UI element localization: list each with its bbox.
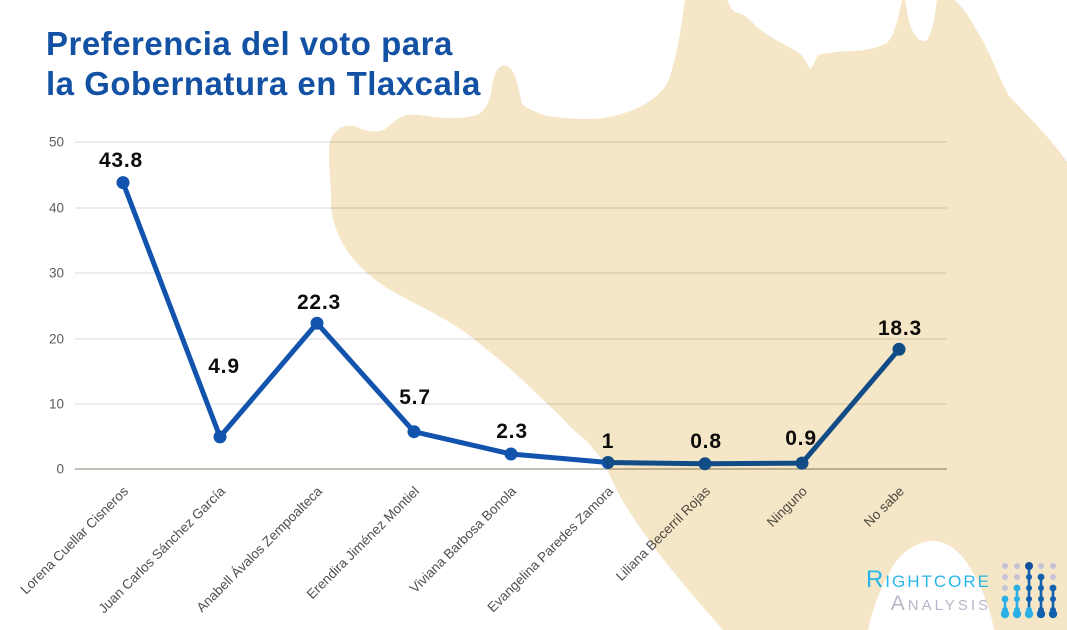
- x-category-label: Liliana Becerril Rojas: [613, 483, 713, 583]
- data-point-label: 22.3: [297, 291, 341, 314]
- x-category-label: No sabe: [861, 484, 907, 530]
- data-point-label: 1: [602, 430, 614, 453]
- brand-name: Rightcore: [865, 566, 991, 594]
- x-category-label: Lorena Cuellar Cisneros: [18, 483, 132, 597]
- y-tick-label: 0: [56, 462, 64, 477]
- dot-matrix-chart-icon: [1000, 562, 1058, 619]
- map-shape-path: [329, 0, 1067, 630]
- brand-subtitle: Analysis: [890, 591, 991, 615]
- data-point-marker: [116, 176, 130, 190]
- data-point-marker: [407, 425, 421, 439]
- data-point-markers: [116, 176, 906, 471]
- data-point-label: 18.3: [878, 317, 922, 340]
- data-point-marker: [892, 342, 906, 356]
- brand-text: Rightcore Analysis: [866, 567, 991, 614]
- data-point-label: 0.9: [785, 427, 817, 450]
- gridlines: [75, 141, 947, 405]
- page-title-line-2: la Gobernatura en Tlaxcala: [46, 65, 481, 102]
- data-point-marker: [504, 447, 518, 461]
- page-title-line-1: Preferencia del voto para: [46, 25, 453, 62]
- data-point-marker: [601, 456, 615, 469]
- data-point-label: 5.7: [399, 386, 431, 409]
- y-tick-label: 50: [49, 135, 64, 150]
- data-point-marker: [213, 430, 227, 444]
- x-category-label: Viviana Barbosa Bonola: [407, 483, 520, 596]
- data-point-label: 4.9: [208, 355, 240, 378]
- data-point-marker: [795, 456, 809, 470]
- y-tick-label: 10: [49, 397, 64, 412]
- data-point-marker: [698, 457, 712, 471]
- data-point-label: 2.3: [496, 420, 528, 443]
- data-point-label: 43.8: [99, 149, 143, 172]
- data-point-marker: [310, 316, 324, 330]
- y-tick-label: 30: [49, 266, 64, 281]
- y-tick-label: 20: [49, 332, 64, 347]
- y-tick-label: 40: [49, 201, 64, 216]
- x-category-label: Erendira Jiménez Montiel: [304, 484, 422, 602]
- x-category-label: Ninguno: [764, 484, 810, 530]
- page-title: Preferencia del voto para la Gobernatura…: [46, 24, 481, 104]
- brand-logo: Rightcore Analysis: [866, 560, 1059, 622]
- data-point-label: 0.8: [690, 430, 722, 453]
